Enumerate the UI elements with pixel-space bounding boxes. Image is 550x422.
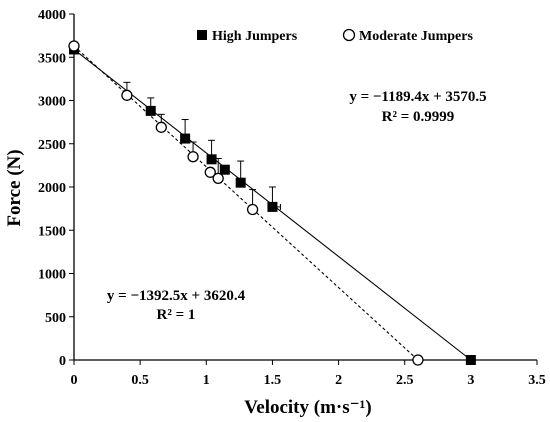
- y-tick-label: 1000: [38, 268, 66, 283]
- equation-high-jumpers: y = −1189.4x + 3570.5: [349, 89, 486, 105]
- data-point-high-jumpers: [219, 164, 230, 175]
- data-point-moderate-jumpers: [121, 89, 133, 101]
- r2-high-jumpers: R² = 0.9999: [382, 109, 455, 125]
- data-point-moderate-jumpers: [155, 121, 167, 133]
- legend-marker-moderate-jumpers: [342, 28, 356, 42]
- data-point-moderate-jumpers: [204, 166, 216, 178]
- error-bars: [123, 81, 281, 210]
- x-tick-label: 1: [203, 373, 210, 388]
- data-points: [68, 40, 476, 366]
- x-tick-label: 0.5: [131, 373, 149, 388]
- y-tick-label: 500: [45, 311, 66, 326]
- x-tick-label: 2.5: [396, 373, 414, 388]
- legend-label-high-jumpers: High Jumpers: [212, 29, 298, 44]
- x-tick-label: 1.5: [264, 373, 282, 388]
- equation-moderate-jumpers: y = −1392.5x + 3620.4: [107, 288, 246, 304]
- y-tick-label: 2000: [38, 181, 66, 196]
- x-tick-label: 2: [335, 373, 342, 388]
- x-tick-label: 0: [71, 373, 78, 388]
- x-tick-label: 3.5: [528, 373, 546, 388]
- data-point-moderate-jumpers: [187, 151, 199, 163]
- axes: 0 0.5 1 1.5 2 2.5 3 3.5 0 500 1000 1500 2000 2500 3000…: [38, 8, 546, 388]
- x-tick-label: 3: [467, 373, 474, 388]
- data-point-high-jumpers: [267, 201, 278, 212]
- legend-label-moderate-jumpers: Moderate Jumpers: [359, 29, 473, 44]
- data-point-high-jumpers: [465, 355, 476, 365]
- legend-marker-high-jumpers: [197, 30, 207, 40]
- data-point-moderate-jumpers: [246, 203, 259, 216]
- data-point-high-jumpers: [145, 105, 156, 116]
- data-point-high-jumpers: [206, 154, 217, 165]
- x-axis-label: Velocity (m·s⁻¹): [244, 397, 371, 418]
- y-tick-label: 0: [59, 354, 66, 369]
- y-axis-label: Force (N): [4, 149, 25, 226]
- y-tick-label: 1500: [38, 224, 66, 239]
- y-tick-label: 3000: [38, 95, 66, 110]
- r2-moderate-jumpers: R² = 1: [157, 307, 196, 323]
- y-tick-label: 2500: [38, 138, 66, 153]
- data-point-moderate-jumpers: [68, 40, 80, 52]
- data-point-moderate-jumpers: [412, 354, 424, 366]
- data-point-high-jumpers: [235, 177, 246, 188]
- data-point-high-jumpers: [180, 133, 191, 144]
- data-point-moderate-jumpers: [212, 172, 224, 185]
- legend: High Jumpers Moderate Jumpers: [197, 28, 473, 44]
- y-tick-label: 4000: [38, 8, 66, 23]
- y-tick-label: 3500: [38, 51, 66, 66]
